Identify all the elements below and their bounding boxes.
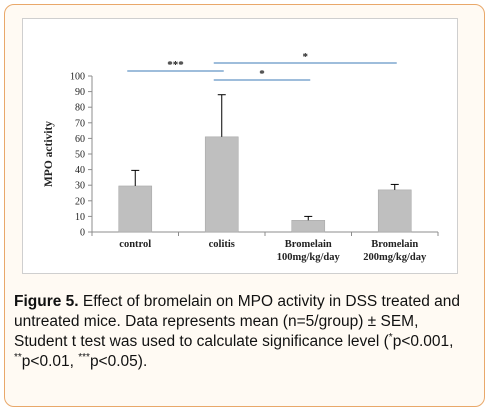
category-label-line2: 100mg/kg/day xyxy=(277,252,341,263)
caption-text-1: Effect of bromelain on MPO activity in D… xyxy=(14,293,460,350)
caption-figure-label: Figure 5. xyxy=(14,293,79,310)
y-tick-label: 100 xyxy=(70,72,85,83)
category-label: Bromelain xyxy=(285,239,332,250)
y-tick-label: 70 xyxy=(75,118,85,129)
significance-label: * xyxy=(303,51,309,63)
bar xyxy=(118,185,153,233)
y-tick-label: 40 xyxy=(75,165,85,176)
y-tick-label: 50 xyxy=(75,150,85,161)
caption-sup-1: * xyxy=(388,331,393,343)
category-label: colitis xyxy=(209,239,235,250)
figure-caption: Figure 5. Effect of bromelain on MPO act… xyxy=(14,292,472,372)
caption-text-2: p<0.001, xyxy=(392,333,454,350)
y-tick-label: 80 xyxy=(75,103,85,114)
bar xyxy=(204,136,239,233)
y-tick-label: 20 xyxy=(75,196,85,207)
category-label: control xyxy=(119,239,151,250)
y-tick-label: 10 xyxy=(75,212,85,223)
category-label-line2: 200mg/kg/day xyxy=(363,252,427,263)
caption-sup-3: *** xyxy=(78,351,90,363)
y-axis-label: MPO activity xyxy=(43,121,55,187)
y-tick-label: 0 xyxy=(80,228,85,239)
bar xyxy=(377,189,412,233)
y-tick-label: 60 xyxy=(75,134,85,145)
caption-text-4: p<0.05). xyxy=(89,353,148,370)
y-tick-label: 90 xyxy=(75,87,85,98)
y-tick-label: 30 xyxy=(75,181,85,192)
bar xyxy=(291,220,326,233)
caption-sup-2: ** xyxy=(14,351,22,363)
category-label: Bromelain xyxy=(371,239,418,250)
caption-text-3: p<0.01, xyxy=(21,353,79,370)
significance-label: * xyxy=(259,68,265,80)
significance-label: *** xyxy=(167,59,184,71)
